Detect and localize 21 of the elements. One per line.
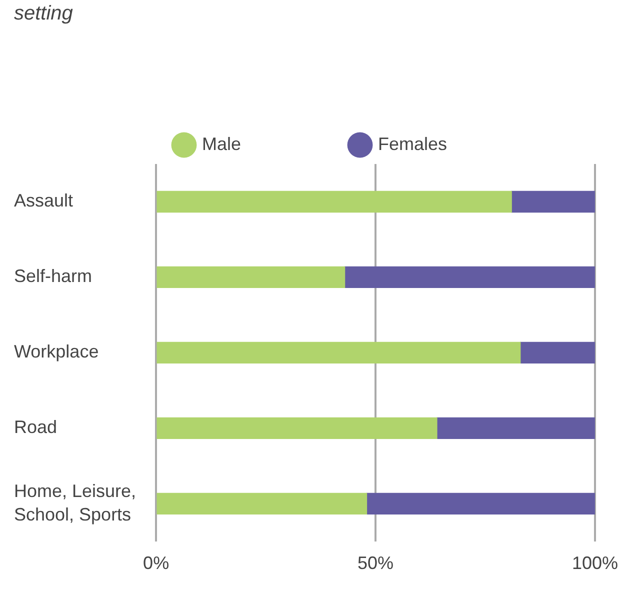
bar [520, 342, 595, 364]
bar [436, 417, 595, 440]
legend-label: Male [202, 134, 241, 154]
bar [156, 492, 368, 514]
bar [156, 417, 438, 440]
y-tick-label: Road [14, 417, 58, 438]
x-tick-label: 50% [358, 553, 394, 574]
bar [156, 190, 512, 213]
bar [156, 342, 521, 364]
bar [366, 492, 595, 514]
bar [156, 266, 346, 288]
legend-label: Females [378, 134, 448, 154]
y-tick-label: Home, Leisure, School, Sports [14, 480, 136, 524]
y-tick-label: Workplace [14, 342, 99, 362]
bar [344, 266, 595, 288]
y-tick-label: Self-harm [14, 266, 92, 286]
bar [511, 190, 595, 213]
x-tick-label: 0% [143, 553, 170, 574]
y-tick-label: Assault [14, 190, 74, 211]
x-tick-label: 100% [572, 553, 618, 574]
chart-title: setting [14, 2, 73, 25]
